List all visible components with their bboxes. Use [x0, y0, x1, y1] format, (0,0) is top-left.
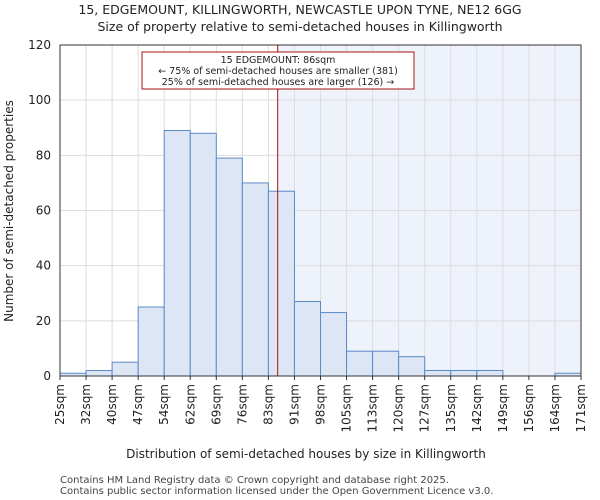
annotation-line-1: 15 EDGEMOUNT: 86sqm — [221, 55, 336, 66]
x-tick-label: 156sqm — [522, 384, 536, 432]
y-axis-label: Number of semi-detached properties — [2, 100, 16, 322]
footer-line-1: Contains HM Land Registry data © Crown c… — [60, 475, 449, 486]
x-tick-label: 83sqm — [261, 384, 275, 425]
bar — [450, 369, 478, 377]
annotation-box: 15 EDGEMOUNT: 86sqm ← 75% of semi-detach… — [141, 51, 415, 90]
y-tick-label: 20 — [36, 314, 51, 328]
y-tick-label: 60 — [36, 204, 51, 218]
x-tick-labels: 25sqm 32sqm 40sqm 47sqm 54sqm 62sqm 69sqm 76sqm… — [53, 376, 588, 432]
bar — [398, 356, 426, 377]
annotation-line-3: 25% of semi-detached houses are larger (… — [162, 77, 395, 88]
x-tick-label: 62sqm — [183, 384, 197, 425]
chart-title: 15, EDGEMOUNT, KILLINGWORTH, NEWCASTLE U… — [78, 2, 521, 17]
bar — [372, 350, 400, 377]
x-tick-label: 127sqm — [418, 384, 432, 432]
x-tick-label: 135sqm — [444, 384, 458, 432]
x-tick-label: 69sqm — [209, 384, 223, 425]
x-tick-label: 25sqm — [53, 384, 67, 425]
bar — [241, 182, 269, 377]
bar — [267, 190, 295, 377]
y-tick-labels: 0 20 40 60 80 100 120 — [28, 38, 51, 383]
bar — [320, 312, 348, 377]
x-tick-label: 54sqm — [157, 384, 171, 425]
x-axis-label: Distribution of semi-detached houses by … — [126, 447, 486, 461]
bar — [346, 350, 374, 377]
x-tick-label: 120sqm — [392, 384, 406, 432]
x-tick-label: 164sqm — [548, 384, 562, 432]
y-tick-label: 80 — [36, 148, 51, 162]
bar — [85, 369, 113, 377]
footer-line-2: Contains public sector information licen… — [60, 486, 493, 497]
bar — [163, 130, 191, 377]
bar — [215, 157, 243, 377]
x-tick-label: 32sqm — [79, 384, 93, 425]
x-tick-label: 113sqm — [366, 384, 380, 432]
x-tick-label: 98sqm — [314, 384, 328, 425]
bar — [476, 369, 504, 377]
bar — [424, 369, 452, 377]
x-tick-label: 40sqm — [105, 384, 119, 425]
bars — [59, 130, 582, 377]
y-tick-label: 120 — [28, 38, 51, 52]
y-tick-label: 100 — [28, 93, 51, 107]
chart-subtitle: Size of property relative to semi-detach… — [97, 19, 502, 34]
bar — [137, 306, 165, 377]
annotation-line-2: ← 75% of semi-detached houses are smalle… — [158, 66, 398, 77]
x-tick-label: 91sqm — [287, 384, 301, 425]
y-tick-label: 0 — [43, 369, 51, 383]
x-tick-label: 149sqm — [496, 384, 510, 432]
x-tick-label: 47sqm — [131, 384, 145, 425]
x-tick-label: 76sqm — [235, 384, 249, 425]
bar — [293, 301, 322, 377]
y-tick-label: 40 — [36, 259, 51, 273]
x-tick-label: 142sqm — [470, 384, 484, 432]
annotation-frame — [141, 51, 415, 90]
bar — [111, 361, 139, 377]
bar — [189, 132, 217, 377]
x-tick-label: 171sqm — [574, 384, 588, 432]
x-tick-label: 105sqm — [340, 384, 354, 432]
